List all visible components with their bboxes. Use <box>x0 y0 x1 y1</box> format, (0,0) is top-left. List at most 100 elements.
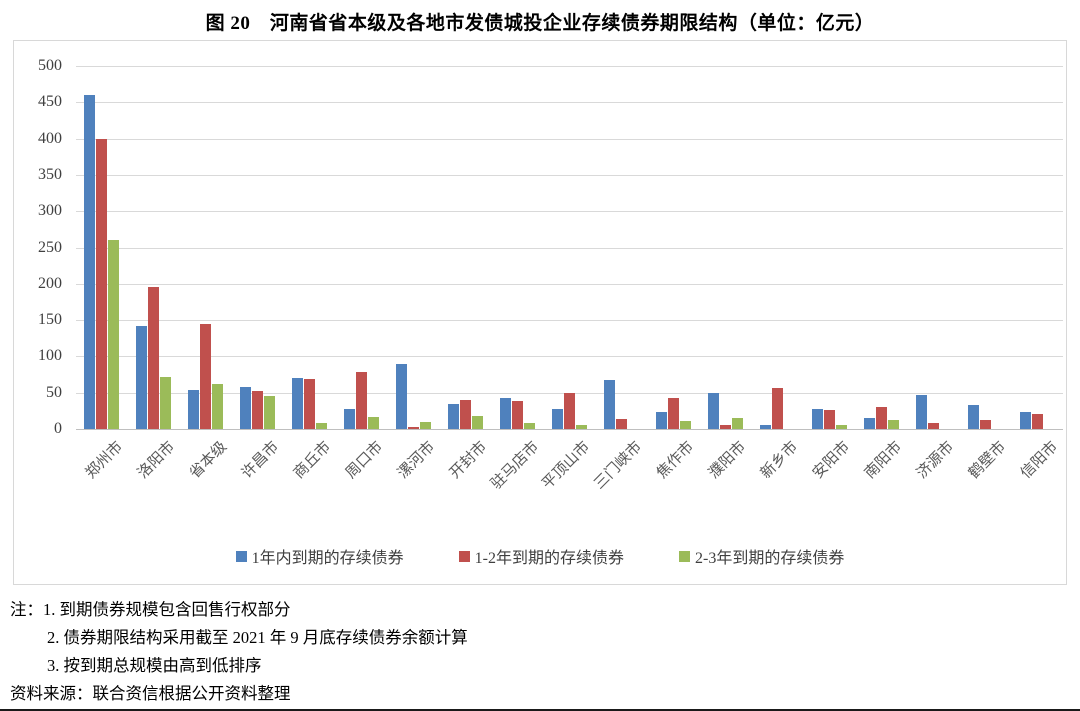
bar-group-2 <box>128 66 180 429</box>
x-axis-label-漯河市: 漯河市 <box>394 438 438 482</box>
bar-series1-南阳市 <box>863 418 875 429</box>
bar-series3-许昌市 <box>264 395 276 429</box>
bar-series2-开封市 <box>460 399 472 429</box>
x-axis-label-焦作市: 焦作市 <box>654 438 698 482</box>
bar-series2-三门峡市 <box>616 418 627 429</box>
x-axis-label-驻马店市: 驻马店市 <box>487 438 542 493</box>
bar-group-18 <box>959 66 1011 429</box>
y-axis-label-150: 150 <box>38 311 62 329</box>
gridline-450 <box>76 102 1063 104</box>
x-axis-label-三门峡市: 三门峡市 <box>591 438 646 493</box>
x-axis-label-郑州市: 郑州市 <box>82 438 127 482</box>
x-axis-label-安阳市: 安阳市 <box>810 438 854 482</box>
x-axis-labels: 郑州市 洛阳市 省本级 许昌市 商丘市 周口市 漯河市 开封市 驻马店市 平顶山市 三门峡市 焦作市濮… <box>76 429 1063 544</box>
bar-series2-信阳市 <box>1031 413 1043 429</box>
note-prefix: 注： <box>10 600 43 619</box>
y-axis-label-250: 250 <box>38 238 62 256</box>
bar-series2-濮阳市 <box>719 425 731 429</box>
legend-swatch-icon <box>458 550 470 562</box>
bar-series1-郑州市 <box>84 95 96 429</box>
bar-group-19 <box>1011 66 1063 429</box>
x-axis-label-鹤壁市: 鹤壁市 <box>966 438 1010 482</box>
bar-series2-郑州市 <box>96 138 108 429</box>
bar-series3-漯河市 <box>420 421 432 429</box>
gridline-200 <box>76 283 1063 285</box>
y-axis-label-500: 500 <box>38 57 62 74</box>
y-axis-label-100: 100 <box>38 347 62 365</box>
bar-row <box>76 66 1063 429</box>
bar-series1-济源市 <box>915 394 927 429</box>
bar-series1-鹤壁市 <box>967 405 979 429</box>
bar-series2-洛阳市 <box>148 287 160 429</box>
x-axis-label-南阳市: 南阳市 <box>862 438 906 482</box>
bar-group-1 <box>76 66 128 429</box>
chart-title: 图 20 河南省省本级及各地市发债城投企业存续债券期限结构（单位：亿元） <box>205 13 875 34</box>
gridline-0 <box>76 429 1063 430</box>
legend-swatch-icon <box>679 550 690 562</box>
bar-series1-三门峡市 <box>604 380 615 429</box>
gridline-500 <box>76 66 1063 67</box>
bar-series2-省本级 <box>200 323 212 429</box>
bar-group-8 <box>440 66 492 429</box>
bar-group-6 <box>336 66 388 429</box>
x-axis-label-省本级: 省本级 <box>186 438 231 482</box>
bar-series1-驻马店市 <box>500 397 512 429</box>
bar-series1-新乡市 <box>759 425 771 429</box>
x-axis-label-周口市: 周口市 <box>342 438 386 482</box>
gridline-300 <box>76 211 1063 213</box>
bar-group-15 <box>803 66 855 429</box>
bar-group-11 <box>596 66 648 429</box>
bar-series1-濮阳市 <box>707 392 719 429</box>
bar-series2-济源市 <box>927 423 939 429</box>
bar-series3-商丘市 <box>316 423 328 429</box>
page-bottom-rule <box>0 709 1080 711</box>
bar-series2-焦作市 <box>667 397 679 429</box>
bar-series2-漯河市 <box>408 426 420 429</box>
bar-series3-省本级 <box>212 384 224 429</box>
bar-series2-安阳市 <box>823 410 835 429</box>
bar-group-3 <box>180 66 232 429</box>
legend-label: 1年内到期的存续债券 <box>251 550 404 567</box>
bar-series1-周口市 <box>344 408 356 429</box>
bar-group-17 <box>907 66 959 429</box>
gridline-400 <box>76 138 1063 140</box>
y-axis-label-350: 350 <box>38 165 62 183</box>
bar-group-14 <box>751 66 803 429</box>
bar-series1-省本级 <box>188 389 200 429</box>
bar-series3-洛阳市 <box>160 376 172 429</box>
bar-series2-驻马店市 <box>512 400 524 429</box>
x-axis-label-许昌市: 许昌市 <box>238 438 282 482</box>
x-axis-label-开封市: 开封市 <box>446 438 490 482</box>
legend-label: 1-2年到期的存续债券 <box>474 550 624 567</box>
bar-series1-信阳市 <box>1019 412 1031 429</box>
y-axis-label-200: 200 <box>38 274 62 292</box>
bar-series3-郑州市 <box>108 240 120 429</box>
bar-series3-焦作市 <box>679 421 691 429</box>
bar-series2-新乡市 <box>771 387 783 429</box>
bar-series3-南阳市 <box>887 420 899 429</box>
x-axis-label-洛阳市: 洛阳市 <box>134 438 179 482</box>
bar-group-12 <box>647 66 699 429</box>
y-axis-label-400: 400 <box>38 129 62 147</box>
x-axis-label-信阳市: 信阳市 <box>1018 438 1062 482</box>
legend-swatch-icon <box>235 550 247 562</box>
chart-frame: 郑州市 洛阳市 省本级 许昌市 商丘市 周口市 漯河市 开封市 驻马店市 平顶山市 三门峡市 焦作市濮… <box>13 40 1067 585</box>
gridline-150 <box>76 320 1063 322</box>
note-line-2: 2. 债券期限结构采用截至 2021 年 9 月底存续债券余额计算 <box>47 628 468 647</box>
chart-legend: 1年内到期的存续债券 1-2年到期的存续债券 2-3年到期的存续债券 <box>14 544 1066 568</box>
bar-group-13 <box>699 66 751 429</box>
legend-item-3: 2-3年到期的存续债券 <box>679 544 844 568</box>
bar-series3-濮阳市 <box>731 418 743 429</box>
y-axis-label-0: 0 <box>54 420 62 437</box>
plot-area <box>76 66 1063 430</box>
bar-series3-开封市 <box>472 415 484 429</box>
bar-series1-商丘市 <box>292 378 304 429</box>
bar-series1-许昌市 <box>240 386 252 429</box>
bar-series3-安阳市 <box>835 425 847 429</box>
bar-series2-鹤壁市 <box>979 419 991 429</box>
x-axis-label-平顶山市: 平顶山市 <box>539 438 594 493</box>
gridline-100 <box>76 356 1063 358</box>
bar-group-7 <box>388 66 440 429</box>
bar-series1-漯河市 <box>396 363 408 429</box>
bar-series3-平顶山市 <box>576 424 588 429</box>
